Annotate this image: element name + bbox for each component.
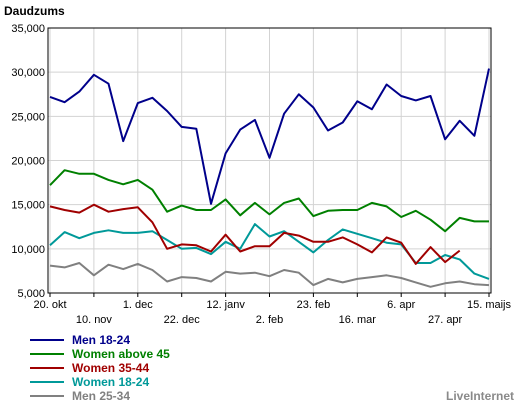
x-tick-labels-row1: 20. okt 1. dec 12. janv 23. feb 6. apr 15. ma…	[33, 299, 511, 311]
series-lines	[49, 68, 490, 288]
y-tick-label: 15,000	[11, 200, 45, 212]
y-tick-label: 35,000	[11, 23, 45, 35]
series-line	[49, 262, 490, 288]
series-line	[49, 203, 461, 265]
x-tick-label: 12. janv	[206, 299, 245, 311]
plot-border	[47, 27, 492, 294]
legend-label: Men 18-24	[72, 333, 130, 347]
y-tick-label: 30,000	[11, 67, 45, 79]
y-tick-labels: 35,000 30,000 25,000 20,000 15,000 10,000 5,00…	[11, 23, 45, 300]
y-tick-label: 20,000	[11, 156, 45, 168]
legend-label: Men 25-34	[72, 389, 130, 403]
x-tick-label: 16. mar	[339, 314, 377, 326]
legend-label: Women 35-44	[72, 361, 149, 375]
x-tick-labels-row2: 10. nov 22. dec 2. feb 16. mar 27. apr	[76, 314, 463, 326]
brand-label: LiveInternet	[446, 389, 514, 403]
legend-label: Women 18-24	[72, 375, 149, 389]
x-tick-label: 27. apr	[428, 314, 463, 326]
x-tick-label: 23. feb	[297, 299, 331, 311]
x-tick-label: 6. apr	[387, 299, 415, 311]
series-line	[49, 169, 489, 233]
x-tick-label: 1. dec	[123, 299, 153, 311]
series-line	[49, 68, 490, 205]
x-tick-label: 2. feb	[256, 314, 284, 326]
y-tick-label: 10,000	[11, 244, 45, 256]
x-tick-label: 15. maijs	[467, 299, 512, 311]
x-tick-label: 22. dec	[164, 314, 201, 326]
y-tick-label: 5,000	[17, 288, 45, 300]
x-tick-label: 10. nov	[76, 314, 113, 326]
y-tick-label: 25,000	[11, 111, 45, 123]
x-tick-label: 20. okt	[33, 299, 66, 311]
legend-label: Women above 45	[72, 347, 170, 361]
y-axis-label: Daudzums	[4, 4, 65, 18]
